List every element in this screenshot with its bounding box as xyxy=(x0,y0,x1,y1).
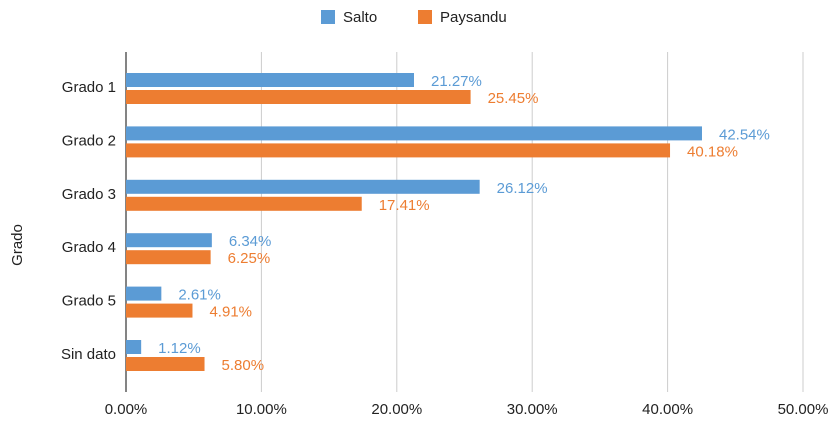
y-tick-label: Grado 4 xyxy=(62,239,116,256)
x-tick-label: 0.00% xyxy=(105,401,148,418)
value-label: 4.91% xyxy=(209,304,252,321)
value-label: 42.54% xyxy=(719,126,770,143)
y-tick-label: Grado 3 xyxy=(62,186,116,203)
x-tick-label: 40.00% xyxy=(642,401,693,418)
bar xyxy=(126,126,702,141)
value-label: 6.25% xyxy=(228,250,271,267)
y-axis-title: Grado xyxy=(9,224,26,266)
y-tick-label: Grado 1 xyxy=(62,79,116,96)
bar xyxy=(126,143,671,158)
bar xyxy=(126,250,211,265)
value-label: 1.12% xyxy=(158,340,201,357)
x-tick-label: 30.00% xyxy=(507,401,558,418)
bar xyxy=(126,340,142,354)
y-tick-label: Sin dato xyxy=(61,346,116,363)
bar xyxy=(126,233,212,248)
x-tick-label: 50.00% xyxy=(778,401,829,418)
bar xyxy=(126,286,162,301)
legend-swatch xyxy=(321,10,335,24)
legend-label: Paysandu xyxy=(440,9,507,26)
x-tick-label: 20.00% xyxy=(371,401,422,418)
legend-label: Salto xyxy=(343,9,377,26)
bar xyxy=(126,196,362,211)
y-tick-label: Grado 2 xyxy=(62,132,116,149)
bar xyxy=(126,303,193,318)
value-label: 2.61% xyxy=(178,287,221,304)
value-label: 5.80% xyxy=(222,357,265,374)
bar xyxy=(126,357,205,371)
y-tick-label: Grado 5 xyxy=(62,293,116,310)
value-label: 40.18% xyxy=(687,143,738,160)
value-label: 21.27% xyxy=(431,73,482,90)
value-label: 6.34% xyxy=(229,233,272,250)
value-label: 25.45% xyxy=(488,90,539,107)
value-label: 26.12% xyxy=(497,180,548,197)
x-tick-label: 10.00% xyxy=(236,401,287,418)
value-label: 17.41% xyxy=(379,197,430,214)
bar xyxy=(126,73,414,87)
legend-swatch xyxy=(418,10,432,24)
bar xyxy=(126,90,471,104)
bar xyxy=(126,179,480,194)
